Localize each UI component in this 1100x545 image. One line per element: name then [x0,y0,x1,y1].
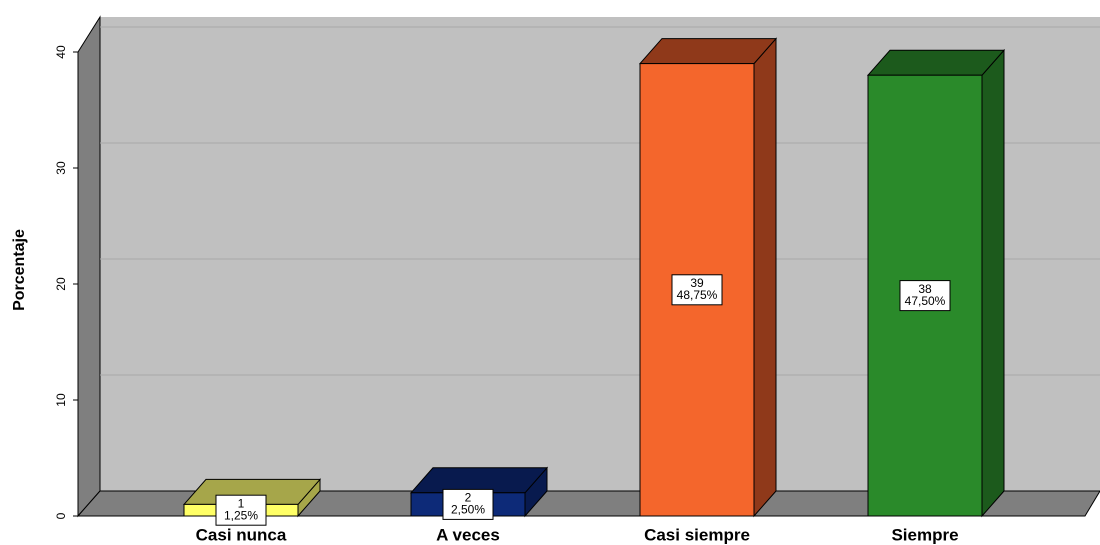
data-label-percent: 47,50% [905,294,946,308]
data-label-box [671,274,723,306]
back-wall [100,17,1100,491]
data-label: 2 [465,491,472,505]
y-tick-label: 0 [54,512,68,519]
y-tick-label: 10 [54,393,68,407]
data-label: 1 [238,496,245,510]
data-label: 39 [690,276,704,290]
data-label-box [442,488,494,520]
data-label-percent: 1,25% [224,508,258,522]
x-tick-label: Casi nunca [196,525,287,544]
y-tick-label: 30 [54,161,68,175]
bar-side [981,48,1005,518]
bar-top [866,49,1006,76]
x-tick-label: A veces [436,525,500,544]
left-wall [77,15,101,518]
data-label-box [215,494,267,526]
x-tick-label: Casi siempre [644,525,750,544]
data-label: 38 [918,282,932,296]
y-axis-label: Porcentaje [11,229,28,311]
data-label-percent: 2,50% [451,503,485,517]
y-tick-label: 40 [54,45,68,59]
bar-top [638,38,778,65]
bar-side [753,37,777,518]
y-tick-label: 20 [54,277,68,291]
data-label-box [899,280,951,312]
data-label-percent: 48,75% [677,288,718,302]
x-tick-label: Siempre [891,525,958,544]
